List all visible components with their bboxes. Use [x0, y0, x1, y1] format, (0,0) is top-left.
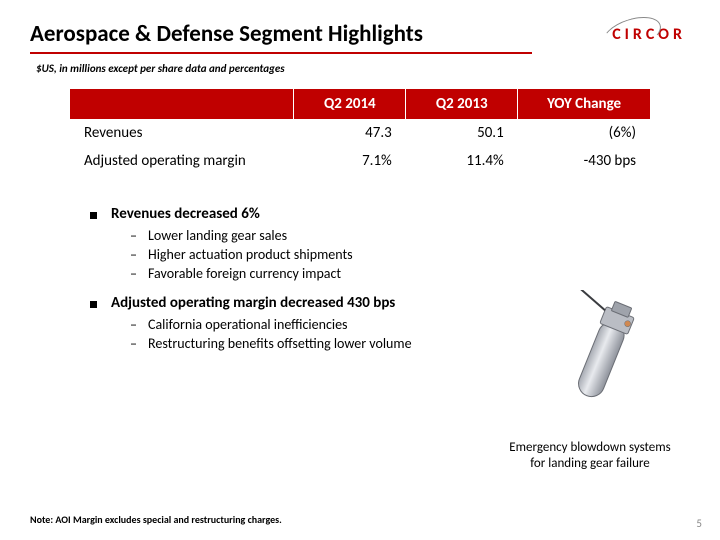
bullet-level1: Revenues decreased 6%: [90, 205, 510, 223]
dash-bullet-icon: –: [130, 316, 140, 333]
cell: 50.1: [406, 119, 518, 147]
bullet-level2: – Restructuring benefits offsetting lowe…: [130, 335, 510, 352]
logo-orbit: [599, 10, 665, 57]
sub-bullet-text: California operational inefficiencies: [148, 316, 348, 333]
square-bullet-icon: [90, 301, 97, 308]
row-label: Adjusted operating margin: [70, 147, 294, 175]
cell: -430 bps: [518, 147, 650, 175]
table-row: Revenues 47.3 50.1 (6%): [70, 119, 650, 147]
product-caption: Emergency blowdown systems for landing g…: [490, 440, 690, 473]
col-q2-2014: Q2 2014: [294, 89, 406, 119]
caption-line: Emergency blowdown systems: [509, 440, 670, 455]
cell: 47.3: [294, 119, 406, 147]
footnote: Note: AOI Margin excludes special and re…: [30, 513, 282, 526]
bullet-level1: Adjusted operating margin decreased 430 …: [90, 294, 510, 312]
dash-bullet-icon: –: [130, 227, 140, 244]
highlights-bullets: Revenues decreased 6% – Lower landing ge…: [90, 205, 510, 352]
dash-bullet-icon: –: [130, 265, 140, 282]
sub-bullet-text: Lower landing gear sales: [148, 227, 287, 244]
square-bullet-icon: [90, 212, 97, 219]
circor-logo: CIRCOR: [612, 25, 690, 44]
table-header-row: Q2 2014 Q2 2013 YOY Change: [70, 89, 650, 119]
cell: 7.1%: [294, 147, 406, 175]
sub-bullet-text: Favorable foreign currency impact: [148, 265, 341, 282]
financial-table: Q2 2014 Q2 2013 YOY Change Revenues 47.3…: [70, 89, 650, 175]
bullet-level2: – Lower landing gear sales: [130, 227, 510, 244]
product-illustration: [540, 290, 660, 430]
page-number: 5: [696, 517, 702, 530]
bullet-level2: – Higher actuation product shipments: [130, 246, 510, 263]
sub-bullet-text: Restructuring benefits offsetting lower …: [148, 335, 412, 352]
title-rule: [30, 52, 532, 54]
sub-bullet-text: Higher actuation product shipments: [148, 246, 353, 263]
units-subtitle: $US, in millions except per share data a…: [36, 62, 690, 75]
bullet-level2: – Favorable foreign currency impact: [130, 265, 510, 282]
dash-bullet-icon: –: [130, 246, 140, 263]
bullet-text: Revenues decreased 6%: [111, 205, 260, 223]
dash-bullet-icon: –: [130, 335, 140, 352]
col-blank: [70, 89, 294, 119]
bullet-level2: – California operational inefficiencies: [130, 316, 510, 333]
page-title: Aerospace & Defense Segment Highlights: [30, 20, 423, 48]
col-yoy: YOY Change: [518, 89, 650, 119]
cell: (6%): [518, 119, 650, 147]
cell: 11.4%: [406, 147, 518, 175]
caption-line: for landing gear failure: [530, 456, 650, 471]
table-row: Adjusted operating margin 7.1% 11.4% -43…: [70, 147, 650, 175]
col-q2-2013: Q2 2013: [406, 89, 518, 119]
bullet-text: Adjusted operating margin decreased 430 …: [111, 294, 395, 312]
row-label: Revenues: [70, 119, 294, 147]
